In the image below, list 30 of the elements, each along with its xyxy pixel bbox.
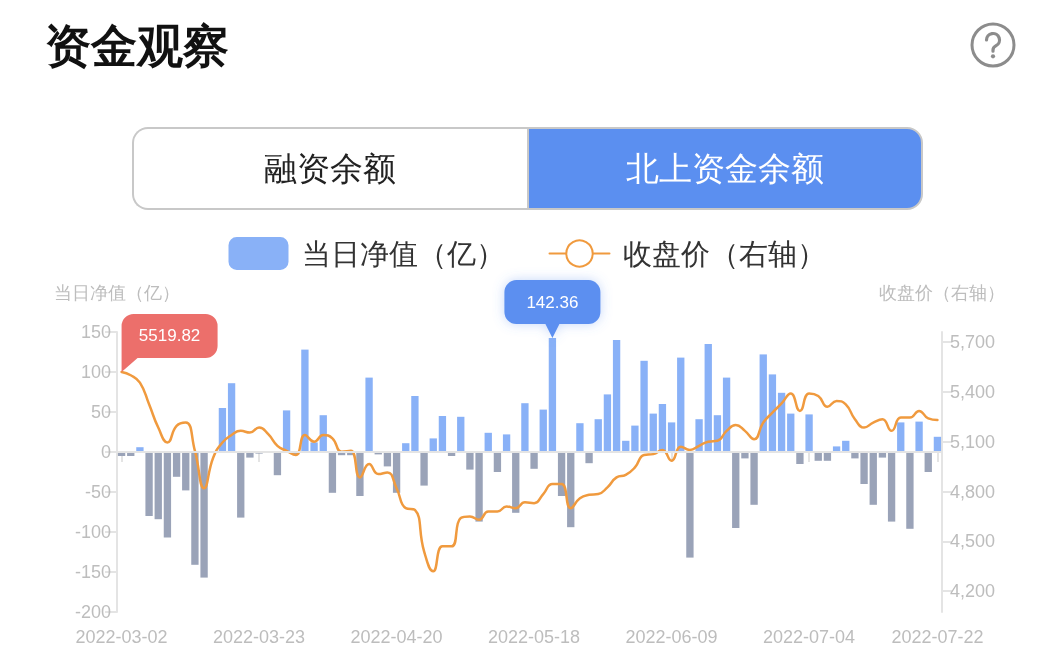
x-tick-label: 2022-04-20 bbox=[350, 627, 443, 647]
y2-axis-title: 收盘价（右轴） bbox=[879, 283, 1005, 303]
data-label: 142.36 bbox=[526, 292, 579, 312]
y2-tick-label: 4,200 bbox=[950, 581, 996, 602]
tab-label: 北上资金余额 bbox=[625, 148, 824, 189]
legend-label: 收盘价（右轴） bbox=[622, 237, 826, 270]
y-tick-label: -200 bbox=[74, 602, 111, 622]
data-label: 5519.82 bbox=[138, 326, 201, 346]
x-tick-label: 2022-05-18 bbox=[488, 627, 581, 647]
y-tick-label: -100 bbox=[74, 522, 111, 542]
legend-label: 当日净值（亿） bbox=[301, 237, 505, 270]
x-tick-label: 2022-06-09 bbox=[625, 627, 718, 647]
y-tick-label: 0 bbox=[100, 442, 111, 462]
y-tick-label: 150 bbox=[80, 322, 111, 342]
y-tick-label: -150 bbox=[74, 562, 111, 582]
y2-tick-label: 5,400 bbox=[950, 381, 996, 402]
y2-tick-label: 4,800 bbox=[950, 481, 996, 502]
y2-tick-label: 5,100 bbox=[950, 431, 996, 452]
y-tick-label: 100 bbox=[80, 362, 111, 382]
y-tick-label: 50 bbox=[90, 402, 111, 422]
y-axis-title: 当日净值（亿） bbox=[54, 283, 180, 303]
x-tick-label: 2022-07-22 bbox=[891, 627, 984, 647]
y-tick-label: -50 bbox=[84, 482, 111, 502]
x-tick-label: 2022-03-02 bbox=[75, 627, 168, 647]
x-tick-label: 2022-03-23 bbox=[213, 627, 306, 647]
tab-label: 融资余额 bbox=[264, 148, 397, 189]
chart-title: 资金观察 bbox=[45, 20, 229, 72]
x-tick-label: 2022-07-04 bbox=[763, 627, 856, 647]
y2-tick-label: 5,700 bbox=[950, 331, 996, 352]
y2-tick-label: 4,500 bbox=[950, 531, 996, 552]
